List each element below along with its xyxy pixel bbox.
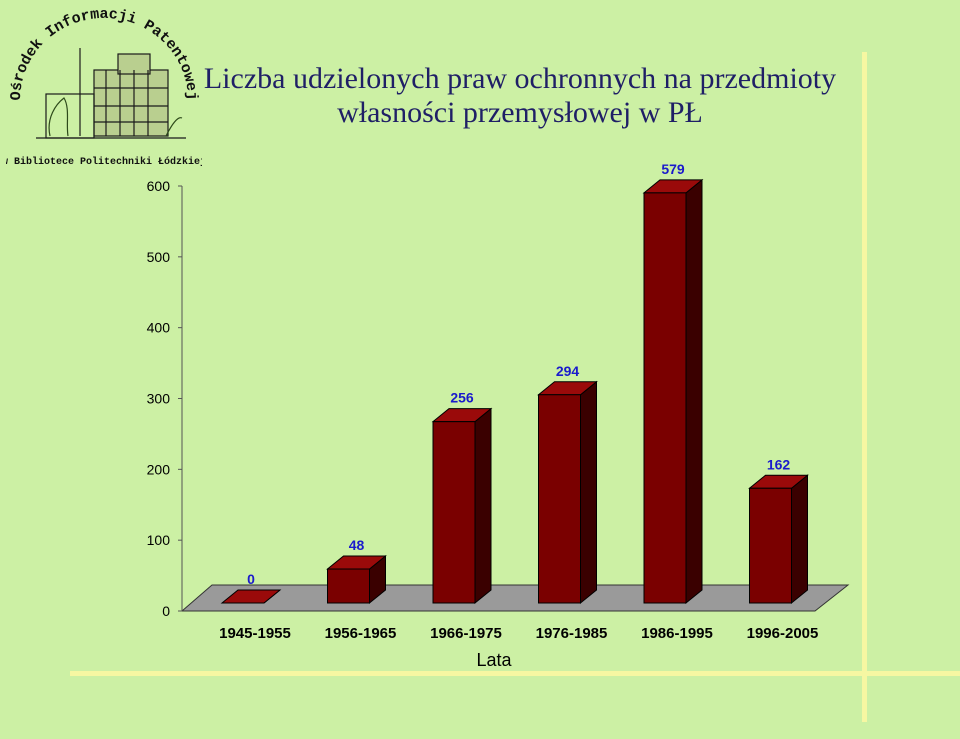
- x-tick-label: 1996-2005: [747, 625, 819, 642]
- bar-1986-1995: [642, 178, 704, 605]
- decorative-vertical-line: [862, 52, 867, 722]
- data-label: 0: [247, 571, 255, 587]
- bar-1945-1955: [220, 589, 282, 604]
- logo-building-drawing: [36, 48, 186, 139]
- y-tick-label: 0: [162, 603, 170, 619]
- bar-front: [643, 192, 687, 604]
- y-tick-label: 500: [147, 249, 171, 265]
- bar-1956-1965: [326, 554, 387, 605]
- y-tick-label: 200: [147, 461, 171, 477]
- data-label: 294: [556, 363, 580, 379]
- x-tick-label: 1976-1985: [536, 625, 608, 642]
- data-label: 579: [661, 161, 685, 177]
- chart-floor: [180, 584, 850, 612]
- bar-front: [749, 487, 792, 604]
- bar-front: [327, 568, 370, 604]
- bar-side: [685, 178, 703, 605]
- x-axis-title: Lata: [476, 650, 512, 670]
- y-tick-label: 600: [147, 178, 171, 194]
- bar-side: [580, 380, 597, 605]
- y-tick-label: 400: [147, 320, 171, 336]
- data-label: 162: [767, 456, 791, 472]
- x-tick-label: 1945-1955: [219, 625, 291, 642]
- logo-subtitle: w Bibliotece Politechniki Łódzkiej: [6, 156, 202, 168]
- bar-front: [538, 394, 581, 604]
- bar-1976-1985: [537, 380, 598, 605]
- library-logo: Ośrodek Informacji Patentowej w Bibliote…: [6, 8, 202, 168]
- bar-front: [432, 421, 476, 604]
- bar-top: [220, 589, 282, 604]
- data-label: 48: [349, 537, 365, 553]
- bar-side: [474, 407, 492, 605]
- y-tick-label: 100: [147, 532, 171, 548]
- bar-1966-1975: [431, 407, 493, 605]
- x-tick-label: 1986-1995: [641, 625, 713, 642]
- bar-side: [791, 474, 808, 605]
- y-tick-label: 300: [147, 391, 171, 407]
- chart-title: Liczba udzielonych praw ochronnych na pr…: [203, 62, 837, 129]
- decorative-horizontal-line: [70, 671, 960, 676]
- bar-1996-2005: [748, 474, 809, 605]
- x-tick-label: 1956-1965: [325, 625, 397, 642]
- data-label: 256: [450, 390, 474, 406]
- x-tick-label: 1966-1975: [430, 625, 502, 642]
